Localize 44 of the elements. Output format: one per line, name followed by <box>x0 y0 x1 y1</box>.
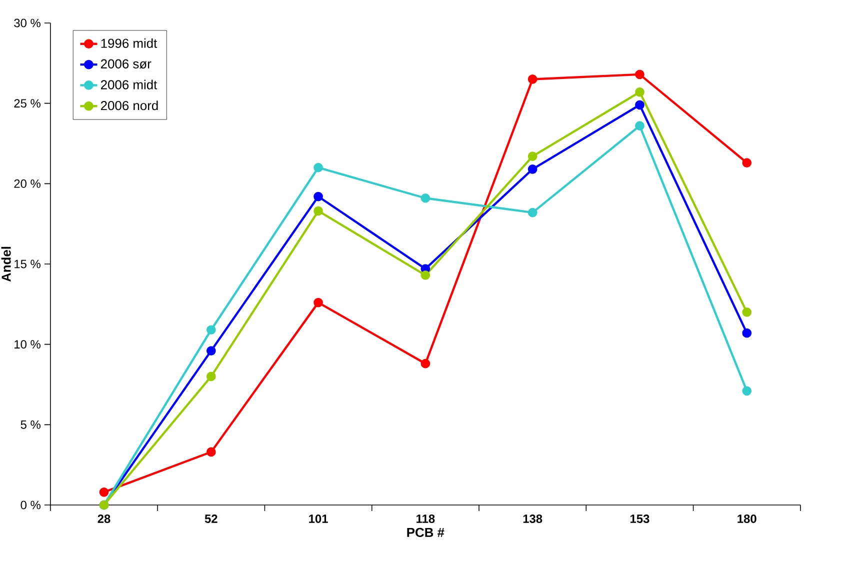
x-tick-label: 138 <box>523 514 542 524</box>
y-tick-label: 30 % <box>14 18 40 28</box>
point <box>420 358 430 368</box>
point <box>420 193 430 203</box>
point <box>206 447 216 457</box>
x-tick-label: 180 <box>738 514 756 523</box>
legend-label: 2006 sør <box>100 59 152 69</box>
x-tick-label: 118 <box>416 514 435 523</box>
x-tick-label: 153 <box>630 514 650 524</box>
y-tick-label: 5 % <box>20 420 40 429</box>
point <box>635 70 644 80</box>
point <box>742 386 752 396</box>
point <box>635 87 644 97</box>
point <box>314 206 323 216</box>
legend-label: 2006 midt <box>100 80 158 90</box>
point <box>206 372 216 382</box>
point <box>99 487 109 497</box>
point <box>635 121 644 131</box>
point <box>742 328 752 338</box>
point <box>314 162 323 172</box>
x-tick-label: 52 <box>204 514 218 523</box>
point <box>528 164 538 174</box>
legend-label: 1996 midt <box>101 38 158 48</box>
point <box>314 192 323 202</box>
x-tick-label: 28 <box>98 514 110 523</box>
legend-label: 2006 nord <box>100 100 158 110</box>
point <box>742 158 752 168</box>
point <box>742 308 752 317</box>
point <box>206 325 216 335</box>
y-axis-title: Andel <box>1 246 11 282</box>
point <box>528 208 538 218</box>
x-tick-label: 101 <box>309 514 328 523</box>
point <box>528 152 538 162</box>
point <box>314 298 323 308</box>
point <box>206 346 216 356</box>
y-tick-label: 25 % <box>14 99 40 108</box>
y-tick-label: 20 % <box>14 179 40 188</box>
point <box>528 74 538 84</box>
y-tick-label: 0 % <box>20 500 40 510</box>
point <box>420 270 430 280</box>
x-axis-title: PCB # <box>407 528 444 538</box>
point <box>635 100 644 110</box>
y-tick-label: 15 % <box>14 260 40 268</box>
y-tick-label: 10 % <box>14 340 40 349</box>
